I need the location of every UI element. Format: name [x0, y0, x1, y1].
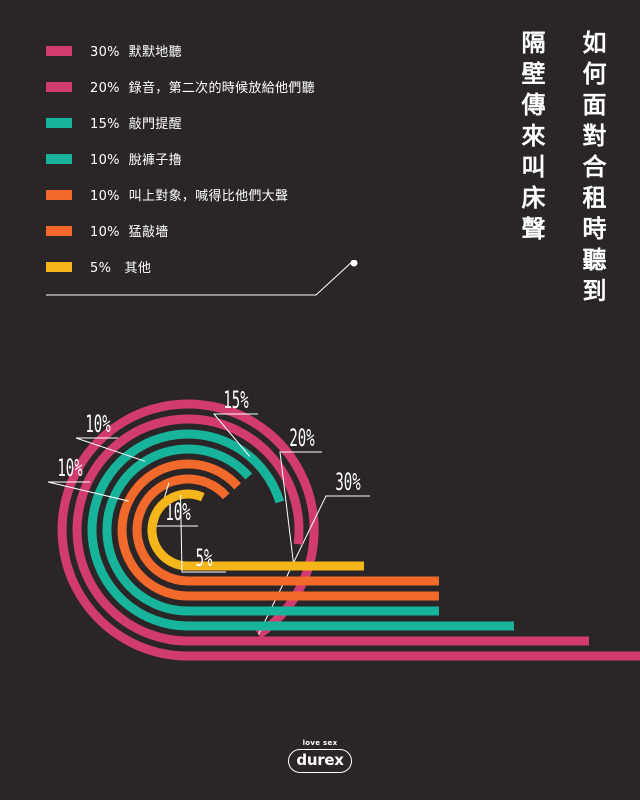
legend-text: 10% 脫褲子擼: [90, 153, 182, 168]
data-label-leader: [75, 437, 146, 462]
legend-item: 10% 脫褲子擼: [46, 146, 376, 182]
chart-bar: [132, 474, 439, 586]
legend-text: 15% 敲門提醒: [90, 117, 182, 132]
data-label: 5%: [196, 544, 213, 572]
chart-title: 如何面對合租時聽到: [578, 30, 606, 309]
data-label-leader: [212, 413, 258, 457]
legend: 30% 默默地聽 20% 錄音，第二次的時候放給他們聽 15% 敲門提醒 10%…: [46, 38, 376, 290]
data-label-leader: [258, 495, 370, 635]
legend-text: 20% 錄音，第二次的時候放給他們聽: [90, 81, 315, 96]
durex-logo: durex: [0, 749, 640, 773]
chart-bar: [57, 399, 640, 661]
radial-bar-chart: 30%20%15%10%10%10%5%: [47, 386, 640, 661]
data-label-leader: [47, 481, 129, 502]
legend-connector-line: [46, 260, 358, 296]
data-label: 30%: [335, 468, 360, 496]
chart-bar: [147, 489, 364, 571]
legend-swatch: [46, 262, 72, 272]
chart-subtitle: 隔壁傳來叫床聲: [517, 30, 545, 247]
legend-item: 10% 猛敲墻: [46, 218, 376, 254]
legend-swatch: [46, 154, 72, 164]
legend-swatch: [46, 82, 72, 92]
data-label: 10%: [85, 410, 110, 438]
legend-text: 10% 叫上對象，喊得比他們大聲: [90, 189, 289, 204]
data-label-leader: [180, 494, 226, 573]
legend-item: 5% 其他: [46, 254, 376, 290]
legend-swatch: [46, 118, 72, 128]
legend-text: 10% 猛敲墻: [90, 225, 169, 240]
legend-item: 30% 默默地聽: [46, 38, 376, 74]
data-label: 10%: [57, 454, 82, 482]
chart-bar: [87, 429, 514, 631]
data-label: 20%: [289, 424, 314, 452]
legend-item: 20% 錄音，第二次的時候放給他們聽: [46, 74, 376, 110]
legend-item: 15% 敲門提醒: [46, 110, 376, 146]
legend-item: 10% 叫上對象，喊得比他們大聲: [46, 182, 376, 218]
legend-swatch: [46, 190, 72, 200]
data-label-leader: [279, 451, 322, 565]
chart-bar: [117, 459, 439, 601]
legend-swatch: [46, 226, 72, 236]
brand-tagline: love sex: [302, 739, 338, 747]
legend-text: 5% 其他: [90, 261, 152, 276]
data-label: 15%: [223, 386, 248, 414]
chart-bar: [102, 444, 439, 616]
legend-text: 30% 默默地聽: [90, 45, 182, 60]
legend-swatch: [46, 46, 72, 56]
